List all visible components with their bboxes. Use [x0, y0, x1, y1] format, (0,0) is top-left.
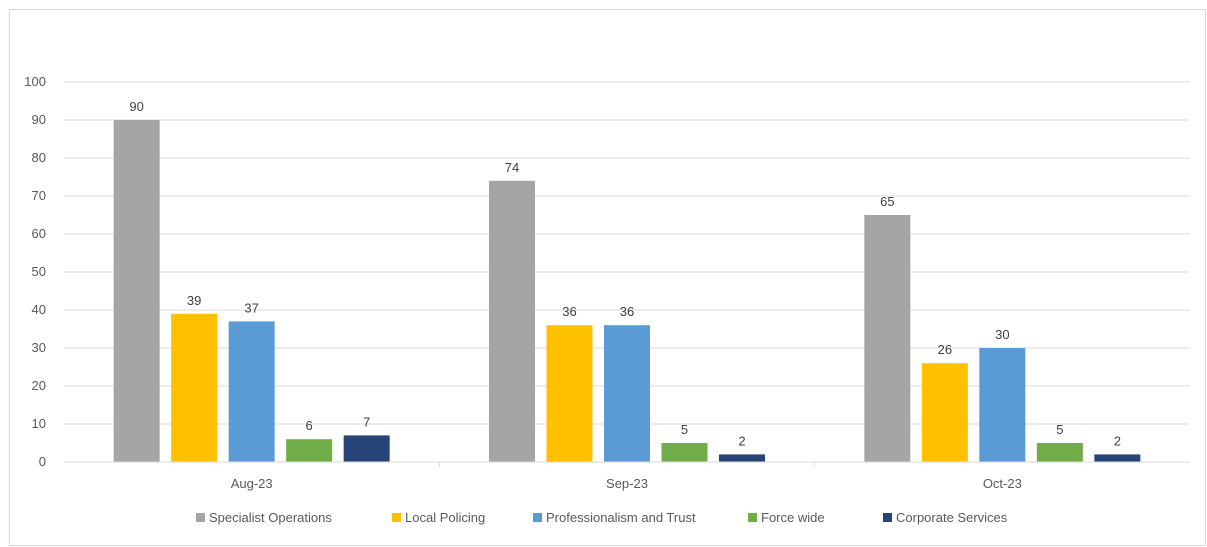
legend-swatch	[196, 513, 205, 522]
data-label: 2	[738, 433, 745, 448]
x-tick-label: Aug-23	[231, 476, 273, 491]
bar	[286, 439, 333, 462]
legend: Specialist Operations Local Policing Profe…	[196, 510, 1008, 525]
data-label: 37	[244, 300, 258, 315]
y-tick-label: 100	[24, 74, 46, 89]
legend-label: Local Policing	[405, 510, 485, 525]
data-label: 36	[620, 304, 634, 319]
bar	[171, 313, 218, 462]
x-tick-label: Oct-23	[983, 476, 1022, 491]
legend-swatch	[748, 513, 757, 522]
y-tick-label: 30	[32, 340, 46, 355]
data-label: 5	[681, 422, 688, 437]
legend-label: Corporate Services	[896, 510, 1008, 525]
data-label: 74	[505, 160, 519, 175]
bar	[343, 435, 390, 462]
data-label: 39	[187, 293, 201, 308]
bar	[489, 180, 535, 463]
y-tick-label: 40	[32, 302, 46, 317]
bar	[1094, 454, 1141, 462]
data-label: 30	[995, 327, 1009, 342]
bar	[113, 120, 160, 462]
data-label: 2	[1114, 433, 1121, 448]
y-tick-label: 50	[32, 264, 46, 279]
bar	[864, 215, 911, 462]
y-tick-label: 80	[32, 150, 46, 165]
bar	[979, 348, 1026, 462]
data-label: 26	[938, 342, 952, 357]
legend-label: Professionalism and Trust	[546, 510, 696, 525]
legend-swatch	[883, 513, 892, 522]
y-tick-label: 60	[32, 226, 46, 241]
data-label: 90	[129, 99, 143, 114]
legend-swatch	[392, 513, 401, 522]
bar	[1036, 443, 1083, 462]
data-label: 7	[363, 414, 370, 429]
y-axis: 0 10 20 30 40 50 60 70 80 90 100	[24, 74, 46, 469]
legend-label: Specialist Operations	[209, 510, 332, 525]
bar	[719, 454, 765, 462]
legend-swatch	[533, 513, 542, 522]
bar	[546, 325, 593, 462]
y-tick-label: 20	[32, 378, 46, 393]
y-tick-label: 70	[32, 188, 46, 203]
x-axis: Aug-23 Sep-23 Oct-23	[64, 461, 1190, 491]
legend-label: Force wide	[761, 510, 825, 525]
bar	[228, 321, 275, 462]
data-label: 36	[562, 304, 576, 319]
bars: 90 39 37 6 7 74 36 36 5 2 65 26 30 5 2	[113, 99, 1141, 463]
bar	[604, 325, 650, 462]
data-label: 6	[306, 418, 313, 433]
data-label: 5	[1056, 422, 1063, 437]
y-tick-label: 0	[39, 454, 46, 469]
data-label: 65	[880, 194, 894, 209]
bar	[661, 443, 708, 462]
x-tick-label: Sep-23	[606, 476, 648, 491]
y-tick-label: 90	[32, 112, 46, 127]
y-tick-label: 10	[32, 416, 46, 431]
bar	[921, 363, 968, 462]
